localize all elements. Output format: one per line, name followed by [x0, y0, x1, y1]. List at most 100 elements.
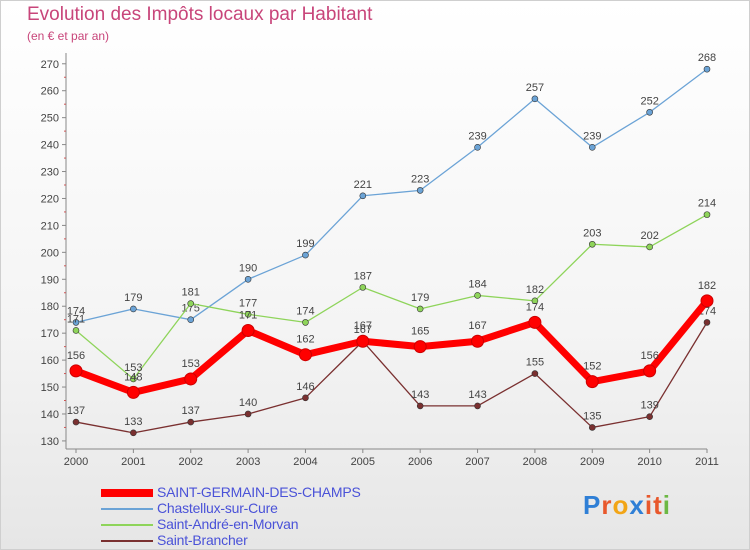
data-point	[244, 275, 252, 283]
y-tick-label: 270	[41, 59, 59, 71]
logo-letter: P	[583, 490, 602, 520]
y-tick-label: 230	[41, 167, 59, 179]
x-tick-label: 2005	[351, 456, 375, 468]
data-label: 140	[239, 397, 257, 409]
data-point	[700, 294, 714, 308]
data-label: 171	[67, 313, 85, 325]
series-line-3	[75, 321, 708, 434]
data-point	[646, 413, 653, 420]
y-tick-label: 260	[41, 86, 59, 98]
logo-letter: r	[601, 490, 613, 520]
data-point	[359, 192, 367, 200]
y-tick-label: 150	[41, 382, 59, 394]
data-point	[187, 418, 195, 426]
data-label: 137	[67, 405, 85, 417]
chart-title: Evolution des Impôts locaux par Habitant	[27, 4, 373, 25]
data-label: 181	[182, 287, 200, 299]
x-tick-label: 2004	[293, 456, 317, 468]
series-line-1	[75, 68, 708, 324]
data-label: 190	[239, 262, 257, 274]
x-tick-label: 2003	[236, 456, 260, 468]
data-point	[471, 334, 485, 348]
legend-label: SAINT-GERMAIN-DES-CHAMPS	[157, 484, 361, 500]
data-label: 148	[124, 371, 142, 383]
legend-label: Saint-André-en-Morvan	[157, 516, 299, 532]
data-label: 257	[526, 82, 544, 94]
data-label: 184	[468, 278, 486, 290]
data-label: 174	[526, 301, 544, 313]
data-point	[646, 243, 653, 251]
logo-letter: i	[662, 490, 671, 520]
y-tick-label: 170	[41, 328, 59, 340]
data-point	[244, 311, 252, 318]
data-label: 139	[640, 400, 658, 412]
data-label: 174	[67, 305, 85, 317]
data-label: 133	[124, 416, 142, 428]
x-tick-label: 2009	[580, 456, 604, 468]
data-label: 174	[296, 305, 314, 317]
data-point	[126, 385, 140, 399]
data-point	[703, 65, 711, 73]
data-point	[130, 429, 137, 437]
data-point	[416, 305, 424, 313]
data-point	[72, 327, 80, 334]
data-point	[302, 319, 309, 326]
logo-letter: o	[612, 490, 630, 520]
y-tick-label: 190	[41, 274, 59, 286]
series-line-2	[75, 213, 708, 380]
x-tick-label: 2007	[465, 456, 489, 468]
y-tick-label: 160	[41, 355, 59, 367]
logo-letter: i	[644, 490, 654, 520]
data-label: 223	[411, 173, 429, 185]
data-point	[130, 375, 137, 383]
data-label: 187	[354, 270, 372, 282]
data-label: 143	[411, 389, 429, 401]
data-label: 177	[239, 297, 257, 309]
y-tick-label: 130	[41, 436, 59, 448]
y-tick-label: 220	[41, 193, 59, 205]
data-label: 152	[583, 361, 601, 373]
legend-swatch	[101, 489, 153, 497]
data-point	[184, 372, 198, 386]
data-point	[531, 370, 539, 377]
data-label: 156	[640, 350, 658, 362]
data-label: 268	[698, 52, 716, 64]
proxiti-logo: Proxiti	[583, 490, 671, 521]
data-label: 171	[239, 309, 257, 321]
data-point	[588, 424, 596, 431]
data-label: 182	[526, 284, 544, 296]
y-tick-label: 240	[41, 140, 59, 152]
data-point	[646, 108, 653, 116]
logo-letter: t	[653, 490, 663, 520]
data-label: 153	[182, 358, 200, 370]
data-point	[359, 284, 367, 291]
data-point	[244, 410, 252, 418]
data-label: 179	[124, 292, 142, 304]
data-label: 203	[583, 227, 601, 239]
data-label: 167	[468, 320, 486, 332]
x-tick-label: 2006	[408, 456, 432, 468]
legend-swatch	[101, 524, 153, 526]
chart-subtitle: (en € et par an)	[27, 29, 110, 43]
data-label: 182	[698, 280, 716, 292]
legend-label: Chastellux-sur-Cure	[157, 500, 278, 516]
data-point	[72, 319, 80, 326]
data-point	[528, 315, 542, 329]
data-point	[187, 316, 195, 323]
data-label: 239	[583, 130, 601, 142]
y-tick-label: 180	[41, 301, 59, 313]
data-label: 252	[640, 95, 658, 107]
data-label: 167	[354, 324, 372, 336]
data-label: 155	[526, 357, 544, 369]
data-point	[69, 364, 83, 378]
legend-label: Saint-Brancher	[157, 532, 248, 548]
data-point	[241, 323, 255, 337]
data-label: 165	[411, 326, 429, 338]
data-point	[531, 297, 539, 305]
line-chart: 130 140 150 160 170 180 190 200 210 220 230 240 250 2…	[41, 52, 719, 468]
data-label: 202	[640, 230, 658, 242]
x-tick-label: 2002	[178, 456, 202, 468]
data-point	[474, 143, 481, 151]
data-point	[474, 292, 481, 299]
data-point	[416, 402, 424, 410]
